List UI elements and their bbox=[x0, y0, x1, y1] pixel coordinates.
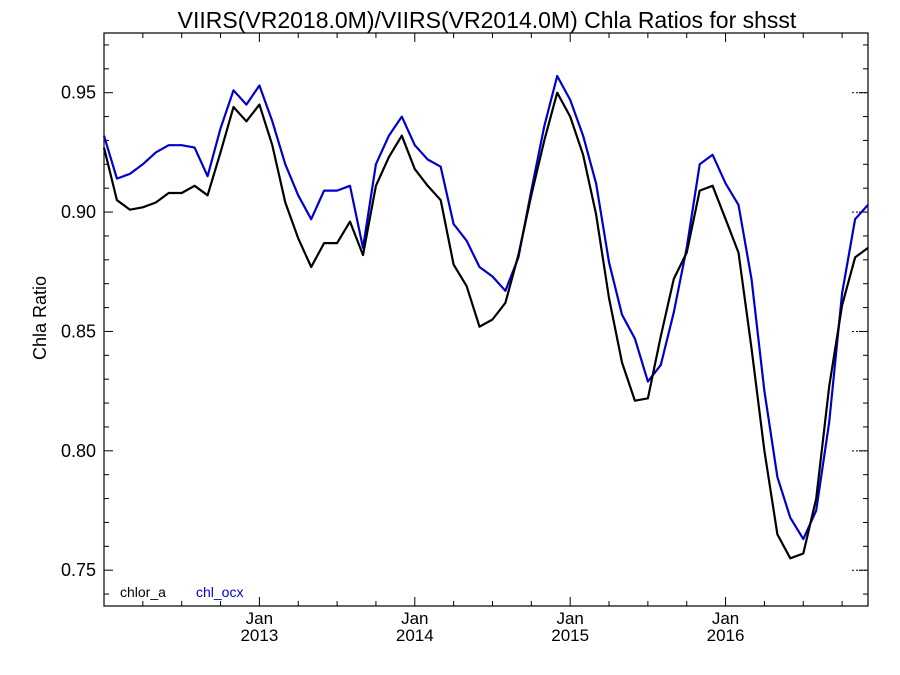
legend-entry-chl-ocx: chl_ocx bbox=[196, 584, 243, 600]
legend: chlor_a chl_ocx bbox=[120, 584, 243, 600]
x-tick-label-month: Jan bbox=[712, 609, 739, 628]
chart-title: VIIRS(VR2018.0M)/VIIRS(VR2014.0M) Chla R… bbox=[178, 7, 797, 33]
x-tick-label-year: 2013 bbox=[240, 626, 278, 645]
x-tick-label-year: 2014 bbox=[396, 626, 434, 645]
x-tick-label-month: Jan bbox=[401, 609, 428, 628]
series-line-chlor-a bbox=[102, 91, 869, 560]
y-tick-label: 0.85 bbox=[61, 321, 96, 341]
legend-entry-chlor-a: chlor_a bbox=[120, 584, 166, 600]
y-tick-label: 0.95 bbox=[61, 83, 96, 103]
y-axis-label: Chla Ratio bbox=[30, 276, 50, 360]
y-tick-label: 0.80 bbox=[61, 441, 96, 461]
plot-frame bbox=[103, 32, 869, 607]
series-line-chl-ocx bbox=[102, 74, 869, 541]
x-tick-label-month: Jan bbox=[556, 609, 583, 628]
plot-area bbox=[102, 74, 869, 560]
x-tick-label-month: Jan bbox=[246, 609, 273, 628]
y-tick-label: 0.90 bbox=[61, 202, 96, 222]
x-tick-label-year: 2016 bbox=[707, 626, 745, 645]
y-axis: 0.75 0.80 0.85 0.90 0.95 bbox=[61, 44, 868, 595]
x-tick-label-year: 2015 bbox=[551, 626, 589, 645]
y-tick-label: 0.75 bbox=[61, 560, 96, 580]
